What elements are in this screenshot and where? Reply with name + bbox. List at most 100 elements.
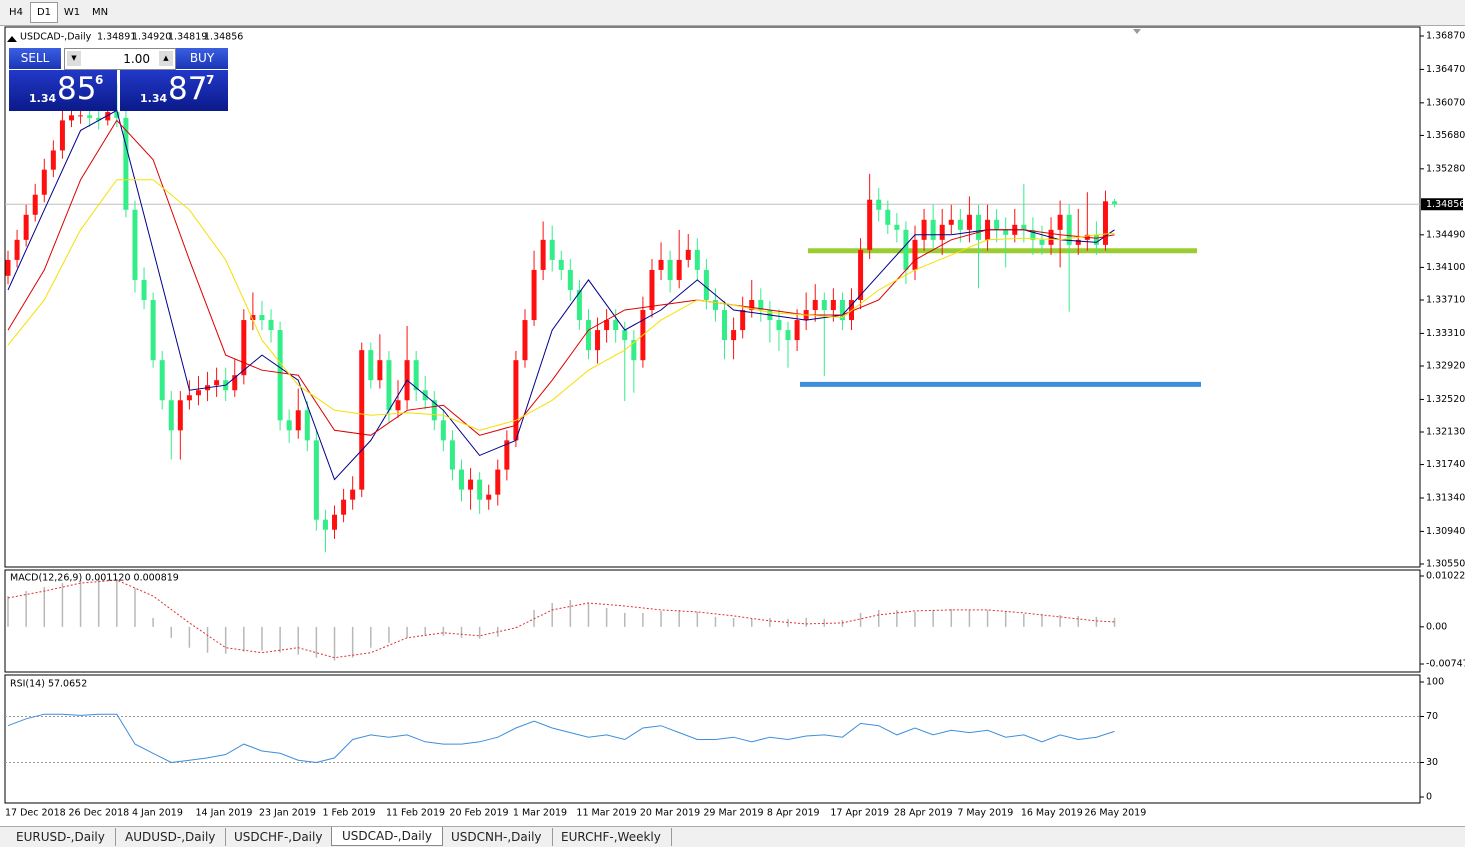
- candle-body: [549, 239, 555, 260]
- candle-body: [78, 115, 84, 117]
- price-tag-label: 1.34856: [1426, 199, 1465, 210]
- y-tick-label: 1.34100: [1426, 262, 1465, 273]
- price-tag: [1421, 198, 1463, 211]
- y-tick-label: 1.32130: [1426, 427, 1465, 438]
- candle-body: [468, 479, 474, 490]
- symbol-tab[interactable]: USDCAD-,Daily: [331, 827, 443, 846]
- y-tick-label: 1.36070: [1426, 97, 1465, 108]
- x-tick-label: 26 May 2019: [1084, 808, 1146, 819]
- x-tick-label: 20 Mar 2019: [640, 808, 700, 819]
- candle-body: [395, 400, 401, 411]
- candle-body: [948, 219, 954, 225]
- candle-body: [722, 310, 728, 341]
- y-tick-label: 1.30550: [1426, 559, 1465, 570]
- x-tick-label: 4 Jan 2019: [132, 808, 183, 819]
- x-tick-label: 11 Mar 2019: [576, 808, 636, 819]
- x-tick-label: 17 Dec 2018: [5, 808, 66, 819]
- candle-body: [268, 320, 274, 331]
- candle-body: [214, 380, 220, 386]
- symbol-tab[interactable]: EURUSD-,Daily: [6, 828, 116, 846]
- candle-body: [477, 479, 483, 500]
- candle-body: [531, 269, 537, 321]
- candle-body: [1075, 239, 1081, 245]
- x-tick-label: 20 Feb 2019: [449, 808, 508, 819]
- candle-body: [676, 259, 682, 280]
- quote-pips: 87: [168, 71, 208, 107]
- candle-body: [295, 410, 301, 431]
- candle-body: [350, 489, 356, 500]
- timeframe-button[interactable]: W1: [63, 7, 81, 18]
- candle-body: [658, 259, 664, 270]
- candle-body: [513, 360, 519, 441]
- candle-body: [613, 320, 619, 331]
- candle-body: [232, 375, 238, 391]
- candle-body: [50, 150, 56, 170]
- quote-label: 1.34819: [168, 32, 207, 43]
- ask-quote[interactable]: 1.34 87 7: [120, 70, 228, 111]
- candle-body: [1102, 201, 1108, 245]
- symbol-tab[interactable]: USDCHF-,Daily: [224, 828, 334, 846]
- candle-body: [114, 112, 120, 118]
- candle-body: [377, 360, 383, 381]
- candle-body: [703, 269, 709, 300]
- candle-body: [649, 269, 655, 311]
- candle-body: [631, 340, 637, 361]
- symbol-tab[interactable]: USDCNH-,Daily: [441, 828, 553, 846]
- candle-body: [667, 259, 673, 280]
- quote-pips: 85: [57, 71, 97, 107]
- candle-body: [876, 199, 882, 210]
- candle-body: [1112, 201, 1118, 205]
- collapse-icon: [7, 36, 17, 42]
- symbol-tab[interactable]: AUDUSD-,Daily: [115, 828, 227, 846]
- candle-body: [322, 519, 328, 530]
- sell-button[interactable]: SELL: [9, 48, 61, 69]
- indicator-line: [7, 713, 1115, 764]
- candle-body: [712, 300, 718, 311]
- candle-body: [459, 469, 464, 490]
- symbol-tab[interactable]: EURCHF-,Weekly: [551, 828, 672, 846]
- timeframe-button[interactable]: MN: [91, 7, 109, 18]
- candle-body: [14, 239, 20, 260]
- candle-body: [449, 440, 455, 470]
- candle-body: [123, 117, 129, 210]
- x-tick-label: 7 May 2019: [957, 808, 1013, 819]
- candle-body: [440, 420, 446, 441]
- candle-body: [522, 320, 528, 361]
- quote-big: 1.34: [29, 92, 57, 105]
- one-click-trading: SELL ▼ 1.00 ▲ BUY 1.34 85 6 1.34 87 7: [9, 47, 228, 112]
- candle-body: [195, 390, 201, 396]
- candle-body: [749, 300, 755, 311]
- candle-body: [930, 219, 936, 240]
- lot-up[interactable]: ▲: [159, 51, 173, 66]
- candle-body: [1057, 214, 1063, 230]
- y-tick-label: 1.36870: [1426, 31, 1465, 42]
- candle-body: [1030, 229, 1036, 240]
- y-tick-label: -0.007477: [1426, 659, 1465, 670]
- candle-body: [994, 219, 1000, 230]
- buy-button[interactable]: BUY: [176, 48, 228, 69]
- candle-body: [839, 300, 845, 321]
- candle-body: [368, 350, 374, 381]
- y-tick-label: 70: [1426, 711, 1438, 722]
- candle-body: [359, 350, 365, 490]
- timeframe-button[interactable]: D1: [30, 2, 58, 23]
- candle-body: [304, 410, 310, 441]
- candle-body: [41, 169, 47, 195]
- candle-body: [277, 330, 283, 421]
- lot-down[interactable]: ▼: [67, 51, 81, 66]
- y-tick-label: 1.32920: [1426, 361, 1465, 372]
- y-tick-label: 1.35680: [1426, 130, 1465, 141]
- lot-input[interactable]: ▼ 1.00 ▲: [64, 48, 176, 70]
- y-tick-label: 1.35280: [1426, 163, 1465, 174]
- bid-quote[interactable]: 1.34 85 6: [9, 70, 117, 111]
- candle-body: [286, 420, 292, 431]
- candle-body: [386, 360, 392, 411]
- timeframe-button[interactable]: H4: [9, 7, 23, 18]
- y-tick-label: 1.32520: [1426, 394, 1465, 405]
- candle-body: [830, 300, 836, 311]
- y-tick-label: 0: [1426, 792, 1432, 803]
- x-tick-label: 1 Feb 2019: [322, 808, 375, 819]
- candle-body: [957, 219, 963, 230]
- candle-body: [731, 330, 737, 341]
